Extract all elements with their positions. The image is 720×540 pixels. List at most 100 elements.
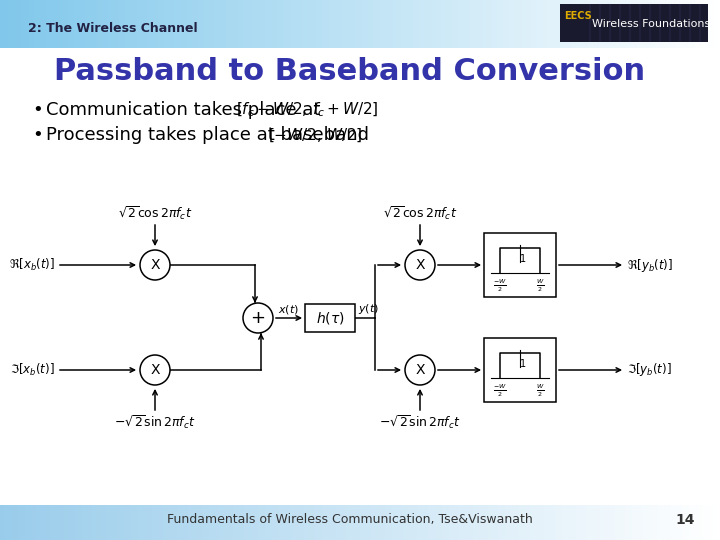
Bar [171, 0, 172, 48]
Bar [146, 505, 147, 540]
Bar [129, 0, 130, 48]
Bar [399, 505, 400, 540]
Bar [481, 505, 482, 540]
Bar [239, 505, 240, 540]
Bar [7, 0, 8, 48]
Bar [357, 0, 358, 48]
Bar [23, 0, 24, 48]
Bar [234, 0, 235, 48]
Bar [434, 0, 435, 48]
Bar [243, 0, 244, 48]
Bar [336, 0, 337, 48]
Bar [595, 0, 596, 48]
Bar [631, 505, 632, 540]
Bar [676, 505, 677, 540]
Bar [353, 0, 354, 48]
Bar [262, 0, 263, 48]
Bar [541, 0, 542, 48]
Bar [563, 0, 564, 48]
Bar [617, 0, 618, 48]
Bar [198, 0, 199, 48]
Bar [64, 0, 65, 48]
Bar [298, 0, 299, 48]
Bar [231, 0, 232, 48]
Bar [634, 0, 635, 48]
Bar [8, 505, 9, 540]
Bar [324, 505, 325, 540]
Bar [257, 505, 258, 540]
Bar [507, 505, 508, 540]
Bar [140, 505, 141, 540]
Bar [263, 0, 264, 48]
Bar [303, 0, 304, 48]
Bar [637, 0, 638, 48]
Bar [376, 0, 377, 48]
Bar [645, 0, 646, 48]
Bar [150, 505, 151, 540]
Bar [4, 505, 5, 540]
Bar [341, 0, 342, 48]
Bar [379, 0, 380, 48]
Bar [633, 0, 634, 48]
Bar [510, 505, 511, 540]
Bar [30, 0, 31, 48]
Bar [109, 0, 110, 48]
Bar [61, 505, 62, 540]
Bar [711, 0, 712, 48]
Bar [412, 0, 413, 48]
Bar [437, 505, 438, 540]
Text: $\frac{W}{2}$: $\frac{W}{2}$ [536, 277, 544, 294]
Bar [559, 505, 560, 540]
Bar [75, 0, 76, 48]
Bar [361, 505, 362, 540]
Bar [54, 505, 55, 540]
Bar [410, 0, 411, 48]
Bar [66, 505, 67, 540]
Bar [291, 505, 292, 540]
Bar [43, 0, 44, 48]
Bar [176, 505, 177, 540]
Bar [159, 0, 160, 48]
Bar [322, 505, 323, 540]
Bar [444, 505, 445, 540]
Bar [688, 505, 689, 540]
Bar [265, 505, 266, 540]
Bar [462, 505, 463, 540]
Bar [656, 505, 657, 540]
Bar [211, 0, 212, 48]
Bar [114, 505, 115, 540]
Bar [600, 0, 601, 48]
Bar [678, 0, 679, 48]
Bar [346, 505, 347, 540]
Bar [359, 0, 360, 48]
Bar [504, 0, 505, 48]
Bar [165, 0, 166, 48]
Bar [238, 505, 239, 540]
Bar [522, 0, 523, 48]
Bar [134, 0, 135, 48]
Bar [691, 505, 692, 540]
Bar [210, 0, 211, 48]
Bar [458, 0, 459, 48]
Bar [125, 0, 126, 48]
Bar [450, 0, 451, 48]
Bar [309, 505, 310, 540]
Bar [76, 505, 77, 540]
Bar [593, 505, 594, 540]
Bar [441, 0, 442, 48]
Bar [524, 0, 525, 48]
Bar [538, 505, 539, 540]
Bar [223, 505, 224, 540]
Bar [445, 0, 446, 48]
Bar [84, 505, 85, 540]
Bar [480, 505, 481, 540]
Bar [311, 0, 312, 48]
Bar [658, 0, 659, 48]
Bar [180, 0, 181, 48]
Bar [294, 0, 295, 48]
Bar [500, 505, 501, 540]
Bar [498, 0, 499, 48]
Bar [227, 505, 228, 540]
Bar [702, 505, 703, 540]
Bar [402, 0, 403, 48]
